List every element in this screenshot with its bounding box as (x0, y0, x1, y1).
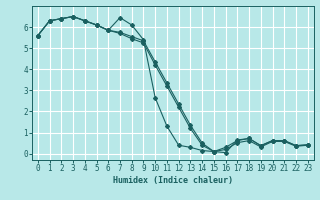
X-axis label: Humidex (Indice chaleur): Humidex (Indice chaleur) (113, 176, 233, 185)
